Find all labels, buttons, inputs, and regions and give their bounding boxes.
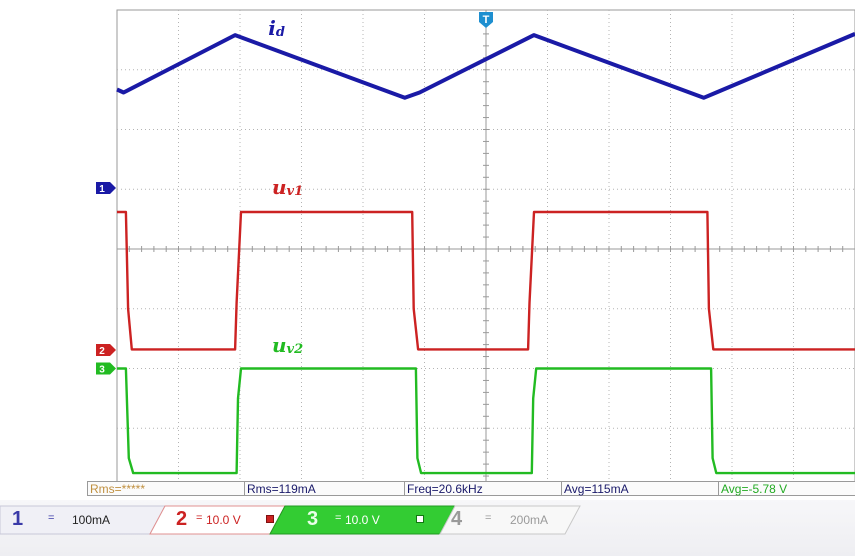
label-uv2: uv2: [272, 333, 303, 357]
channel-3-marker-label: 3: [99, 365, 105, 376]
channel-1-scale: 100mA: [72, 513, 111, 527]
channel-bar: 1 = 100mA 2 = 10.0 V 3 = 10.0 V 4 = 200m…: [0, 500, 855, 556]
channel-1-marker[interactable]: 1: [96, 182, 116, 195]
channel-tab-shapes: [0, 505, 581, 535]
graticule-grid: [116, 9, 855, 489]
channel-3-coupling: =: [335, 512, 342, 524]
channel-2-scale: 10.0 V: [206, 513, 241, 527]
channel-1-tab[interactable]: 1 = 100mA: [0, 508, 160, 532]
channel-3-tab[interactable]: 3 = 10.0 V: [285, 508, 445, 532]
channel-2-marker-label: 2: [99, 346, 105, 357]
channel-1-coupling: =: [48, 512, 55, 524]
measurement-4: Avg=115mA: [561, 481, 718, 496]
channel-4-coupling: =: [485, 512, 492, 524]
channel-3-number: 3: [307, 508, 319, 530]
waveform-traces: [116, 32, 855, 475]
measurement-2: Rms=119mA: [244, 481, 404, 496]
channel-4-number: 4: [451, 508, 463, 530]
channel-2-bw-icon: [266, 515, 274, 523]
channel-2-number: 2: [176, 508, 188, 530]
channel-2-coupling: =: [196, 512, 203, 524]
label-uv1: uv1: [272, 175, 303, 199]
measurement-5: Avg=-5.78 V: [718, 481, 855, 496]
trigger-marker[interactable]: T: [479, 12, 493, 28]
label-id: id: [268, 16, 285, 40]
channel-3-bw-icon: [416, 515, 424, 523]
trace-uv2: [117, 367, 855, 475]
channel-4-tab[interactable]: 4 = 200mA: [451, 508, 575, 532]
channel-3-marker[interactable]: 3: [96, 362, 116, 376]
measurement-bar: Rms=***** Rms=119mA Freq=20.6kHz Avg=115…: [87, 481, 855, 496]
measurement-1: Rms=*****: [87, 481, 244, 496]
channel-3-scale: 10.0 V: [345, 513, 380, 527]
channel-1-marker-label: 1: [99, 184, 105, 195]
channel-2-marker[interactable]: 2: [96, 343, 116, 357]
trace-uv1: [117, 210, 855, 351]
measurement-3: Freq=20.6kHz: [404, 481, 561, 496]
channel-markers: 1 2 3 T: [96, 12, 493, 376]
channel-4-scale: 200mA: [510, 513, 549, 527]
channel-1-number: 1: [12, 508, 24, 530]
trace-labels: id uv1 uv2: [268, 16, 303, 357]
channel-2-tab[interactable]: 2 = 10.0 V: [160, 508, 280, 532]
trace-id: [116, 32, 855, 100]
trigger-marker-label: T: [483, 14, 490, 26]
